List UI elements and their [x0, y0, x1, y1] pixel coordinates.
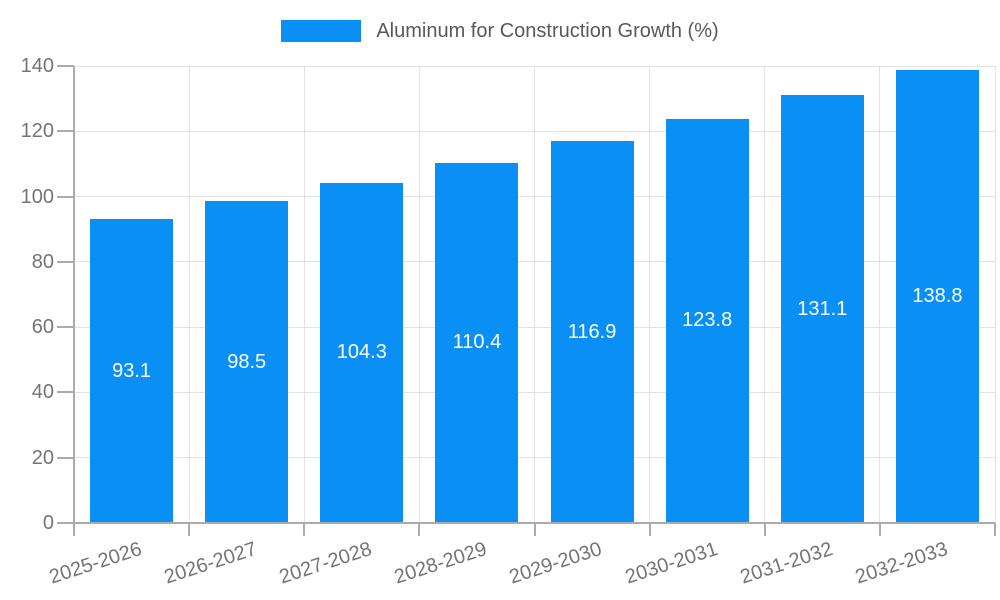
x-tick-label: 2032-2033	[852, 538, 951, 589]
x-axis-tick	[763, 523, 766, 536]
legend-label: Aluminum for Construction Growth (%)	[376, 20, 719, 42]
y-axis-tick	[57, 130, 74, 133]
gridline-vertical	[994, 66, 996, 523]
x-tick-label: 2025-2026	[46, 538, 145, 589]
x-tick-label: 2030-2031	[622, 538, 720, 589]
bar[interactable]: 123.8	[665, 118, 749, 522]
x-axis-tick	[188, 523, 191, 536]
gridline-vertical	[418, 66, 420, 523]
gridline-vertical	[534, 66, 535, 523]
bar[interactable]: 116.9	[550, 141, 634, 522]
bar-value-label: 138.8	[912, 284, 963, 307]
x-tick-label: 2028-2029	[391, 538, 490, 589]
gridline-vertical	[303, 66, 305, 523]
bar-value-label: 123.8	[682, 309, 733, 332]
y-axis-tick	[57, 326, 74, 329]
y-axis-tick	[57, 522, 74, 524]
bar[interactable]: 93.1	[90, 219, 174, 522]
gridline-vertical	[879, 66, 881, 523]
bar[interactable]: 104.3	[320, 182, 404, 522]
x-axis-tick	[303, 523, 306, 536]
x-axis-line	[66, 522, 995, 524]
x-axis-tick	[418, 523, 421, 536]
y-axis-line	[73, 66, 75, 536]
x-axis-tick	[878, 523, 881, 536]
bar[interactable]: 131.1	[780, 95, 864, 522]
y-axis-tick	[57, 391, 74, 394]
y-axis-tick	[57, 195, 74, 198]
bar-value-label: 98.5	[227, 350, 267, 373]
x-axis-tick	[648, 523, 651, 536]
gridline-vertical	[764, 66, 766, 523]
bar[interactable]: 138.8	[895, 69, 979, 522]
y-tick-label: 120	[20, 120, 54, 143]
x-tick-label: 2029-2030	[507, 538, 605, 589]
y-tick-label: 40	[31, 381, 54, 404]
y-tick-label: 20	[31, 446, 54, 469]
y-tick-label: 100	[20, 185, 54, 208]
gridline-vertical	[649, 66, 651, 523]
y-axis-tick	[57, 456, 74, 459]
x-tick-label: 2026-2027	[161, 538, 260, 589]
bar-value-label: 116.9	[567, 320, 617, 343]
x-axis-tick	[994, 523, 996, 536]
gridline-vertical	[188, 66, 190, 523]
y-tick-label: 0	[42, 512, 54, 534]
y-tick-label: 80	[31, 250, 54, 273]
y-axis-tick	[57, 65, 74, 67]
legend[interactable]: Aluminum for Construction Growth (%)	[0, 18, 1000, 44]
x-axis-tick	[533, 523, 536, 536]
bar[interactable]: 98.5	[205, 201, 289, 522]
x-tick-label: 2031-2032	[737, 538, 836, 589]
bar-value-label: 131.1	[797, 297, 848, 320]
bar-value-label: 93.1	[112, 359, 152, 382]
y-axis-tick	[57, 260, 74, 263]
y-tick-label: 60	[31, 316, 54, 339]
legend-swatch	[281, 20, 362, 42]
x-tick-label: 2027-2028	[276, 538, 375, 589]
bar-value-label: 104.3	[336, 341, 387, 364]
y-tick-label: 140	[20, 55, 54, 77]
bar-value-label: 110.4	[452, 331, 502, 354]
bar[interactable]: 110.4	[435, 162, 519, 522]
